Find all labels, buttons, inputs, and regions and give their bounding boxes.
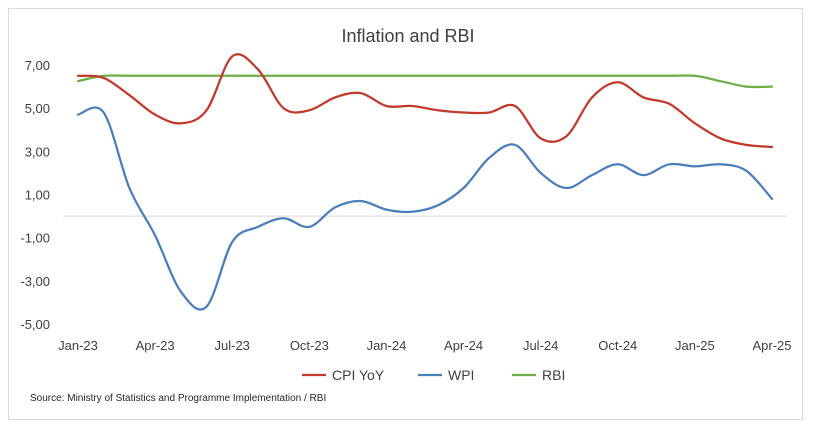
x-tick-label: Apr-24 — [444, 338, 483, 353]
x-tick-label: Apr-23 — [136, 338, 175, 353]
x-tick-label: Apr-25 — [752, 338, 791, 353]
x-tick-label: Oct-23 — [290, 338, 329, 353]
y-tick-label: 1,00 — [25, 188, 50, 203]
series-layer — [76, 53, 774, 311]
legend-label: CPI YoY — [332, 367, 385, 383]
y-axis-tick-labels: 7,00 5,00 3,00 1,00 -1,00 -3,00 -5,00 — [20, 58, 50, 332]
series-line-rbi — [76, 74, 774, 89]
legend-label: WPI — [448, 367, 474, 383]
y-tick-label: 7,00 — [25, 58, 50, 73]
x-tick-label: Jan-23 — [58, 338, 98, 353]
y-tick-label: 5,00 — [25, 101, 50, 116]
series-line-wpi — [76, 106, 774, 311]
x-tick-label: Jan-24 — [367, 338, 407, 353]
series-line-cpi-yoy — [76, 53, 774, 149]
chart-title: Inflation and RBI — [341, 26, 474, 46]
x-tick-label: Jan-25 — [675, 338, 715, 353]
y-tick-label: -5,00 — [20, 317, 50, 332]
y-tick-label: -3,00 — [20, 274, 50, 289]
legend-label: RBI — [542, 367, 565, 383]
x-tick-label: Jul-23 — [215, 338, 250, 353]
x-tick-label: Oct-24 — [598, 338, 637, 353]
legend: CPI YoY WPI RBI — [302, 367, 565, 383]
y-tick-label: 3,00 — [25, 144, 50, 159]
x-tick-label: Jul-24 — [523, 338, 558, 353]
y-tick-label: -1,00 — [20, 231, 50, 246]
source-note: Source: Ministry of Statistics and Progr… — [30, 393, 326, 404]
x-axis-tick-labels: Jan-23 Apr-23 Jul-23 Oct-23 Jan-24 Apr-24 Jul-… — [58, 338, 791, 353]
